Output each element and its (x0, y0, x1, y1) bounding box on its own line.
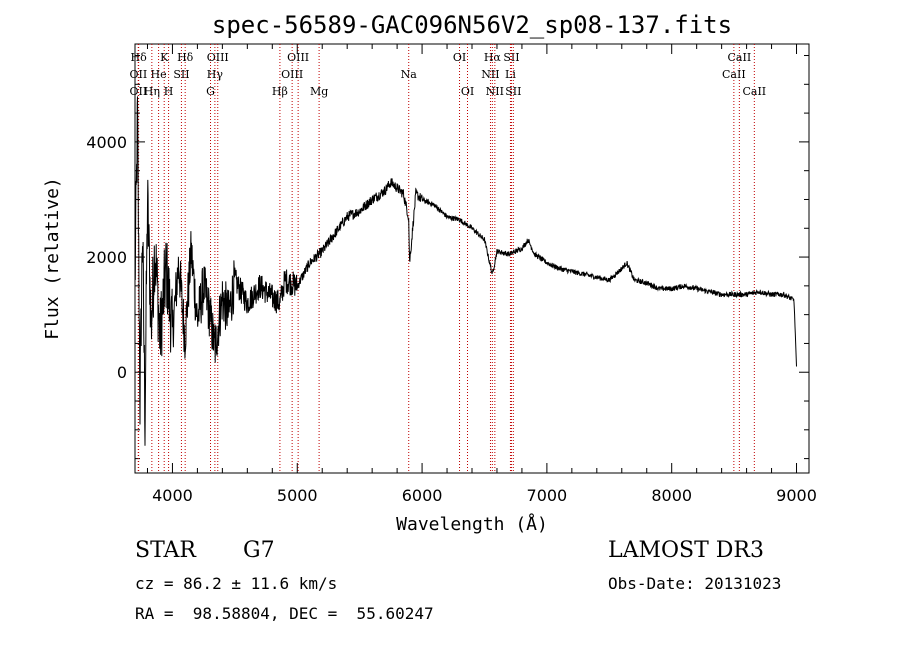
x-tick-label: 6000 (402, 486, 443, 505)
chart-title: spec-56589-GAC096N56V2_sp08-137.fits (212, 11, 732, 39)
x-axis-label: Wavelength (Å) (396, 513, 548, 535)
line-label: OIII (287, 51, 309, 64)
line-label: CaII (728, 51, 752, 64)
obs-date: Obs-Date: 20131023 (608, 574, 782, 593)
subclass: G7 (243, 538, 275, 563)
line-label: SII (503, 51, 519, 64)
line-label: NII (486, 85, 504, 98)
coordinates: RA = 98.58804, DEC = 55.60247 (135, 604, 434, 623)
line-label: Li (505, 68, 516, 81)
y-tick-label: 2000 (86, 248, 127, 267)
line-label: Hδ (131, 51, 148, 64)
x-tick-label: 4000 (152, 486, 193, 505)
line-label: Mg (310, 85, 328, 98)
x-tick-label: 7000 (527, 486, 568, 505)
x-tick-label: 8000 (651, 486, 692, 505)
line-label: SII (173, 68, 189, 81)
line-label: Hα (484, 51, 502, 64)
line-label: Hδ (177, 51, 194, 64)
redshift-text: cz = 86.2 ± 11.6 km/s (135, 574, 338, 593)
line-label: OI (461, 85, 474, 98)
line-label: Hγ (207, 68, 224, 81)
line-label: OI (453, 51, 466, 64)
line-label: CaII (742, 85, 766, 98)
y-tick-label: 0 (117, 363, 127, 382)
line-label: K (160, 51, 169, 64)
line-label: Hη (144, 85, 160, 98)
line-label: OIII (281, 68, 303, 81)
x-tick-label: 5000 (277, 486, 318, 505)
line-label: Na (401, 68, 418, 81)
spectrum-line (134, 96, 797, 446)
y-axis-label: Flux (relative) (42, 177, 63, 340)
y-tick-label: 4000 (86, 133, 127, 152)
line-label: SII (505, 85, 521, 98)
line-label: G (206, 85, 215, 98)
line-label: OIII (207, 51, 229, 64)
line-label: He (151, 68, 167, 81)
object-class: STAR (135, 538, 196, 563)
survey-label: LAMOST DR3 (608, 538, 764, 563)
line-label: CaII (722, 68, 746, 81)
line-label: NII (481, 68, 499, 81)
line-label: OII (130, 85, 148, 98)
plot-frame (134, 43, 810, 474)
x-tick-label: 9000 (776, 486, 817, 505)
line-label: H (164, 85, 174, 98)
line-label: Hβ (272, 85, 288, 98)
